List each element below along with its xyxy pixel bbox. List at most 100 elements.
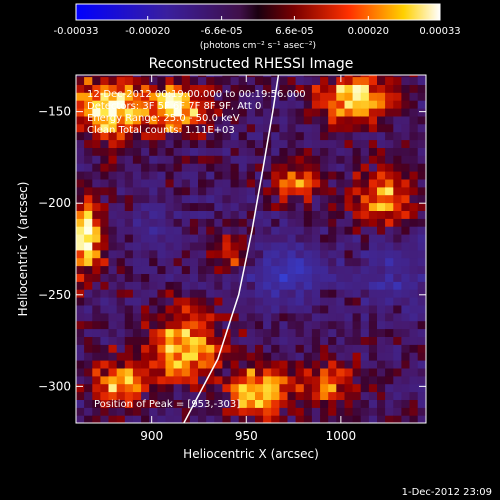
heatmap-cell — [84, 226, 93, 235]
heatmap-cell — [198, 202, 207, 211]
heatmap-cell — [206, 399, 215, 408]
heatmap-cell — [189, 210, 199, 219]
heatmap-cell — [425, 241, 426, 251]
heatmap-cell — [141, 257, 150, 267]
heatmap-cell — [100, 320, 110, 330]
heatmap-cell — [92, 210, 101, 219]
heatmap-cell — [189, 289, 199, 298]
heatmap-cell — [271, 178, 280, 188]
heatmap-cell — [132, 163, 142, 172]
heatmap-cell — [165, 281, 175, 290]
heatmap-cell — [303, 108, 313, 117]
heatmap-cell — [401, 360, 411, 369]
heatmap-cell — [287, 123, 297, 133]
heatmap-cell — [214, 344, 223, 353]
heatmap-cell — [246, 399, 256, 408]
heatmap-cell — [165, 234, 175, 243]
heatmap-cell — [271, 131, 280, 141]
heatmap-cell — [352, 383, 362, 393]
heatmap-cell — [303, 76, 313, 85]
heatmap-cell — [124, 226, 134, 235]
heatmap-cell — [409, 84, 419, 93]
heatmap-cell — [255, 163, 264, 172]
heatmap-cell — [271, 328, 280, 337]
heatmap-cell — [230, 273, 240, 282]
heatmap-cell — [116, 131, 126, 141]
heatmap-cell — [173, 155, 183, 164]
heatmap-cell — [409, 407, 419, 416]
heatmap-cell — [198, 131, 207, 141]
heatmap-cell — [238, 289, 248, 298]
heatmap-cell — [124, 210, 134, 219]
heatmap-cell — [417, 399, 426, 408]
heatmap-cell — [393, 241, 402, 251]
heatmap-cell — [336, 297, 345, 306]
heatmap-cell — [206, 75, 215, 78]
heatmap-cell — [108, 163, 118, 172]
heatmap-cell — [425, 147, 426, 156]
heatmap-cell — [311, 226, 321, 235]
heatmap-cell — [287, 367, 297, 377]
heatmap-cell — [344, 273, 354, 282]
heatmap-cell — [181, 92, 191, 101]
heatmap-cell — [230, 92, 240, 101]
heatmap-cell — [409, 202, 419, 211]
heatmap-cell — [165, 328, 175, 337]
heatmap-cell — [84, 163, 93, 172]
heatmap-cell — [108, 375, 118, 385]
heatmap-cell — [149, 131, 158, 141]
heatmap-cell — [344, 76, 354, 85]
heatmap-cell — [393, 320, 402, 330]
heatmap-cell — [320, 415, 329, 423]
heatmap-cell — [141, 407, 150, 416]
heatmap-cell — [198, 84, 207, 93]
heatmap-cell — [173, 75, 183, 78]
heatmap-cell — [165, 383, 175, 393]
heatmap-cell — [360, 257, 370, 267]
heatmap-cell — [181, 297, 191, 306]
heatmap-cell — [417, 360, 426, 369]
heatmap-cell — [401, 234, 411, 243]
heatmap-cell — [76, 391, 85, 400]
heatmap-cell — [165, 210, 175, 219]
heatmap-cell — [255, 304, 264, 314]
heatmap-cell — [328, 241, 337, 251]
heatmap-cell — [165, 249, 175, 259]
heatmap-cell — [255, 281, 264, 290]
heatmap-cell — [401, 163, 411, 172]
heatmap-cell — [393, 234, 402, 243]
heatmap-cell — [385, 289, 394, 298]
heatmap-cell — [385, 281, 394, 290]
heatmap-cell — [132, 115, 142, 125]
heatmap-cell — [141, 360, 150, 369]
heatmap-cell — [393, 115, 402, 125]
x-axis-ticks: 900 950 1000 — [140, 75, 356, 443]
heatmap-cell — [76, 375, 85, 385]
heatmap-cell — [425, 273, 426, 282]
heatmap-cell — [352, 123, 362, 133]
heatmap-cell — [206, 328, 215, 337]
heatmap-cell — [385, 241, 394, 251]
heatmap-cell — [263, 320, 272, 330]
heatmap-cell — [303, 320, 313, 330]
heatmap-cell — [222, 320, 232, 330]
heatmap-cell — [92, 312, 101, 322]
heatmap-cell — [116, 352, 126, 361]
heatmap-cell — [157, 289, 167, 298]
heatmap-cell — [132, 289, 142, 298]
heatmap-cell — [230, 131, 240, 141]
heatmap-cell — [173, 194, 183, 204]
heatmap-cell — [230, 304, 240, 314]
heatmap-cell — [132, 76, 142, 85]
heatmap-cell — [287, 218, 297, 227]
heatmap-cell — [238, 84, 248, 93]
heatmap-cell — [263, 84, 272, 93]
heatmap-cell — [246, 186, 256, 196]
heatmap-cell — [263, 399, 272, 408]
heatmap-cell — [206, 155, 215, 164]
heatmap-cell — [401, 108, 411, 117]
heatmap-cell — [303, 131, 313, 141]
heatmap-cell — [255, 312, 264, 322]
heatmap-cell — [116, 407, 126, 416]
heatmap-cell — [409, 234, 419, 243]
